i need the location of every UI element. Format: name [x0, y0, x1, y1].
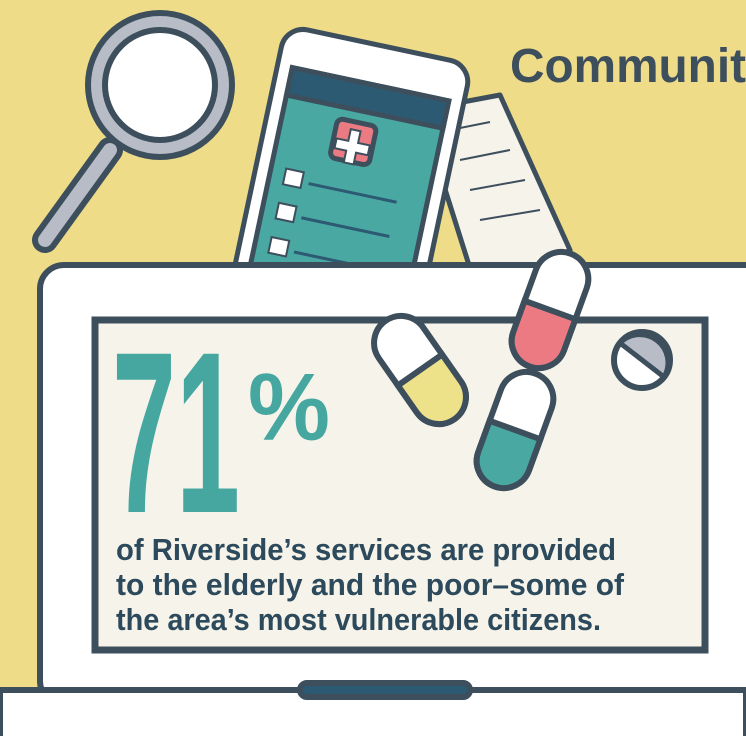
stat-unit: % [248, 354, 330, 461]
description-line: the area’s most vulnerable citizens. [116, 602, 601, 637]
title: Communit [510, 40, 746, 93]
description-line: of Riverside’s services are provided [116, 532, 616, 567]
laptop [0, 262, 746, 736]
magnifier [32, 10, 235, 253]
pills [371, 248, 673, 492]
description-line: to the elderly and the poor–some of [116, 567, 625, 602]
stat-number: 71 [112, 304, 240, 561]
